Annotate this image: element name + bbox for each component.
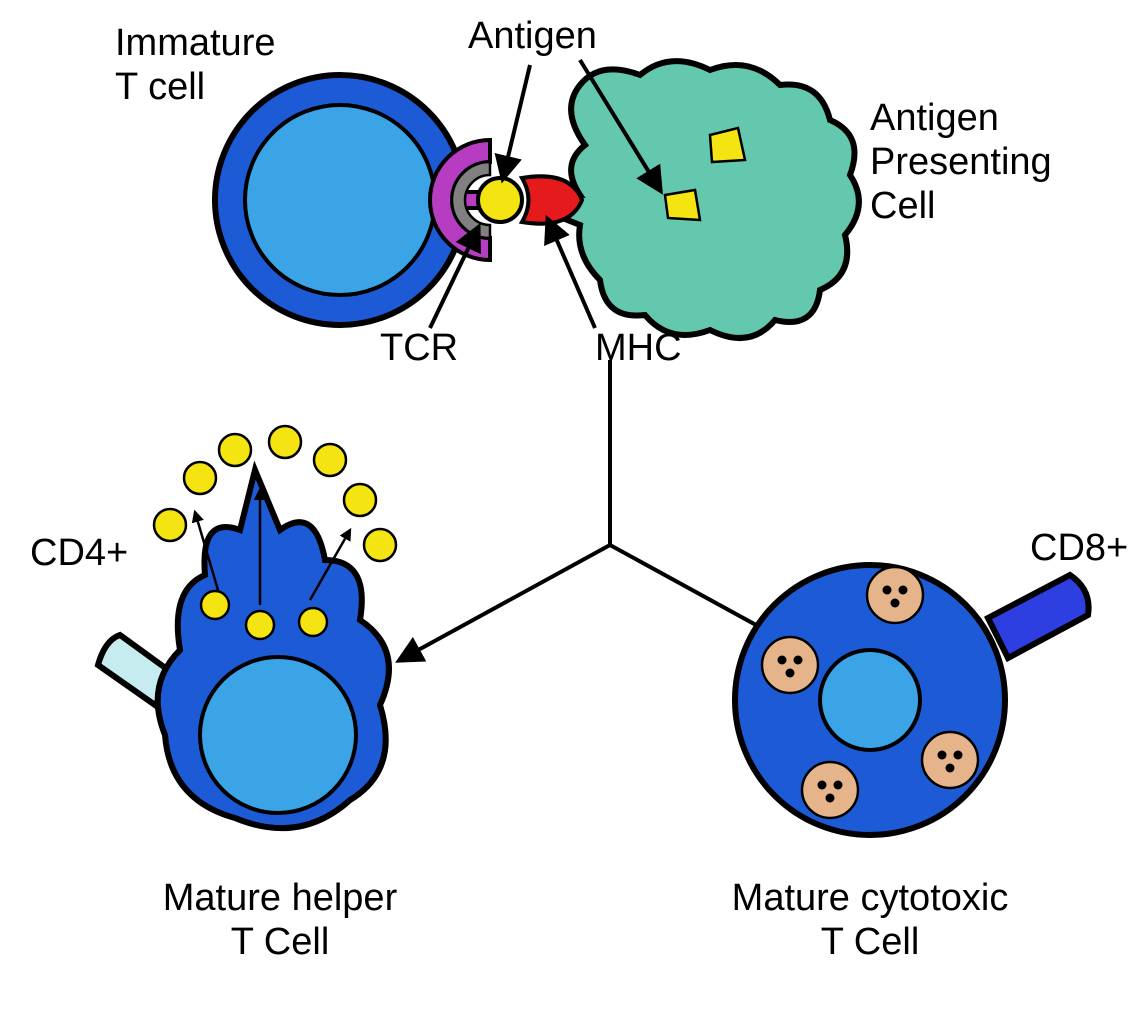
tcell-diagram: ImmatureT cellAntigenAntigenPresentingCe… xyxy=(0,0,1145,1024)
label-apc-3: Cell xyxy=(870,185,935,227)
label-helper-1: Mature helper xyxy=(163,877,398,919)
branch-to-helper xyxy=(400,545,610,660)
granule-dot xyxy=(786,669,795,678)
label-helper-2: T Cell xyxy=(231,921,330,963)
presented-antigen xyxy=(478,178,522,222)
label-apc-2: Presenting xyxy=(870,141,1052,183)
granule-dot xyxy=(899,586,908,595)
granule-dot xyxy=(834,781,843,790)
granule-dot xyxy=(938,751,947,760)
label-immature-2: T cell xyxy=(115,66,205,108)
granule-dot xyxy=(826,794,835,803)
label-antigen: Antigen xyxy=(468,15,597,57)
granule-dot xyxy=(954,751,963,760)
cytotoxic-granule xyxy=(867,567,923,623)
granule-dot xyxy=(818,781,827,790)
cytokine-released xyxy=(269,426,301,458)
cytokine-inner xyxy=(201,591,229,619)
granule-dot xyxy=(794,656,803,665)
granule-dot xyxy=(946,764,955,773)
label-mhc: MHC xyxy=(595,327,682,369)
cytokine-released xyxy=(154,509,186,541)
cytokine-released xyxy=(364,529,396,561)
apc-antigen-fragment xyxy=(665,190,700,220)
cytokine-inner xyxy=(299,608,327,636)
label-cyto-2: T Cell xyxy=(821,921,920,963)
label-cd8: CD8+ xyxy=(1030,527,1128,569)
cytotoxic-granule xyxy=(762,637,818,693)
pointer-antigen-left xyxy=(503,65,530,178)
cytotoxic-granule xyxy=(922,732,978,788)
label-tcr: TCR xyxy=(380,327,458,369)
apc-antigen-fragment xyxy=(710,128,745,162)
label-immature-1: Immature xyxy=(115,22,275,64)
granule-dot xyxy=(883,586,892,595)
granule-dot xyxy=(778,656,787,665)
cytokine-released xyxy=(184,462,216,494)
immature-tcell-nucleus xyxy=(245,105,435,295)
label-cyto-1: Mature cytotoxic xyxy=(732,877,1009,919)
cytokine-released xyxy=(219,434,251,466)
cytokine-inner xyxy=(246,611,274,639)
label-apc-1: Antigen xyxy=(870,97,999,139)
granule-dot xyxy=(891,599,900,608)
cytokine-released xyxy=(314,444,346,476)
helper-tcell-nucleus xyxy=(200,657,356,813)
cytokine-released xyxy=(344,484,376,516)
label-cd4: CD4+ xyxy=(30,532,128,574)
antigen-presenting-cell xyxy=(555,61,859,338)
cytotoxic-granule xyxy=(802,762,858,818)
cytotoxic-tcell-nucleus xyxy=(820,650,920,750)
cd8-coreceptor xyxy=(988,575,1089,658)
